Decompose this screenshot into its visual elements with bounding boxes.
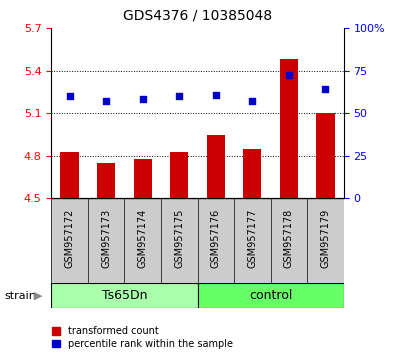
Bar bbox=[60, 152, 79, 198]
Point bbox=[103, 98, 109, 103]
Bar bbox=[207, 135, 225, 198]
Text: GSM957172: GSM957172 bbox=[65, 209, 75, 268]
Text: Ts65Dn: Ts65Dn bbox=[102, 289, 147, 302]
Point bbox=[322, 86, 329, 92]
Text: control: control bbox=[249, 289, 292, 302]
Text: GSM957178: GSM957178 bbox=[284, 209, 294, 268]
Polygon shape bbox=[198, 283, 344, 308]
Point bbox=[213, 92, 219, 98]
Point bbox=[66, 93, 73, 99]
Text: GSM957175: GSM957175 bbox=[174, 209, 184, 268]
Legend: transformed count, percentile rank within the sample: transformed count, percentile rank withi… bbox=[52, 326, 233, 349]
Bar bbox=[170, 152, 188, 198]
Point bbox=[176, 93, 182, 99]
Text: GDS4376 / 10385048: GDS4376 / 10385048 bbox=[123, 9, 272, 23]
Bar bbox=[316, 113, 335, 198]
Text: strain: strain bbox=[4, 291, 36, 301]
Bar bbox=[134, 159, 152, 198]
Polygon shape bbox=[51, 283, 198, 308]
Text: GSM957176: GSM957176 bbox=[211, 209, 221, 268]
Bar bbox=[243, 149, 261, 198]
Text: GSM957173: GSM957173 bbox=[101, 209, 111, 268]
Text: GSM957179: GSM957179 bbox=[320, 209, 330, 268]
Point bbox=[139, 96, 146, 102]
Text: GSM957174: GSM957174 bbox=[138, 209, 148, 268]
Point bbox=[249, 98, 256, 103]
Bar bbox=[97, 163, 115, 198]
Text: GSM957177: GSM957177 bbox=[247, 209, 257, 268]
Text: ▶: ▶ bbox=[34, 291, 42, 301]
Bar bbox=[280, 59, 298, 198]
Point bbox=[286, 72, 292, 78]
